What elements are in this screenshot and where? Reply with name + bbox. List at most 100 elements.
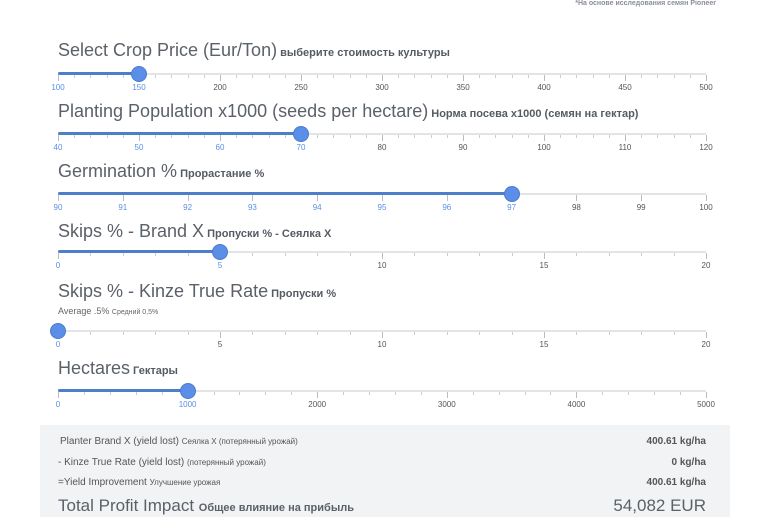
slider-fill	[58, 72, 139, 75]
slider-handle[interactable]	[132, 67, 146, 81]
slider-tick-label: 450	[618, 83, 632, 92]
slider-fill	[58, 389, 188, 392]
slider-tick	[544, 75, 545, 81]
slider-ticks	[58, 253, 707, 261]
slider-tick	[74, 135, 76, 138]
slider-tick	[524, 392, 526, 395]
slider-handle[interactable]	[504, 187, 519, 201]
slider-tick	[544, 253, 545, 259]
slider-tick	[472, 392, 474, 395]
slider-tick	[265, 392, 267, 395]
slider-track[interactable]	[58, 133, 706, 135]
slider-handle[interactable]	[180, 384, 195, 398]
result-label: Planter Brand X (yield lost) Сеялка X (п…	[60, 436, 298, 447]
slider-tick	[446, 135, 448, 138]
slider-tick	[495, 135, 497, 138]
result-value: 0 kg/ha	[671, 457, 706, 468]
skips-brand-x-slider[interactable]: 0 5 10 15 20	[56, 245, 710, 270]
slider-track[interactable]	[58, 330, 706, 332]
slider-tick	[560, 135, 562, 138]
slider-handle[interactable]	[213, 245, 227, 259]
germination-slider[interactable]: 90 91 92 93 94 95 96 97 98 99 100	[54, 187, 713, 212]
slider-tick	[414, 135, 416, 138]
slider-tick	[161, 392, 163, 395]
results-panel: Planter Brand X (yield lost) Сеялка X (п…	[40, 425, 730, 517]
slider-tick-label: 20	[701, 340, 711, 349]
slider-tick	[171, 135, 173, 138]
slider-tick	[420, 392, 422, 395]
slider-tick-label: 10	[377, 340, 387, 349]
slider-tick	[252, 332, 254, 335]
result-label: =Yield Improvement Улучшение урожая	[58, 477, 221, 488]
slider-track[interactable]	[58, 251, 706, 253]
slider-tick	[628, 392, 630, 395]
slider-tick	[498, 392, 500, 395]
slider-tick	[333, 135, 335, 138]
slider-tick	[203, 75, 205, 78]
slider-tick	[479, 253, 481, 256]
slider-tick	[414, 332, 416, 335]
skips-kinze-slider[interactable]: 0 5 10 15 20	[51, 324, 710, 349]
slider-tick	[58, 135, 59, 141]
slider-tick	[109, 392, 111, 395]
slider-tick-label: 80	[377, 143, 387, 152]
slider-tick	[608, 332, 610, 335]
slider-tick	[236, 75, 238, 78]
crop-price-section: Select Crop Price (Eur/Ton) выберите стои…	[58, 40, 708, 61]
slider-tick	[657, 75, 659, 78]
slider-tick-label: 350	[456, 83, 470, 92]
slider-tick-label: 150	[132, 83, 146, 92]
slider-handle[interactable]	[51, 324, 65, 338]
slider-scale-labels: 0 1000 2000 3000 4000 5000	[56, 400, 715, 410]
slider-scale-labels: 0 5 10 15 20	[56, 261, 711, 271]
slider-track[interactable]	[58, 73, 706, 75]
slider-fill	[58, 192, 512, 195]
slider-tick	[171, 75, 173, 78]
section-title: Hectares Гектары	[58, 358, 178, 378]
slider-tick	[220, 332, 221, 338]
crop-price-slider[interactable]: 100 150 200 250 300 350 400 450 500	[51, 67, 713, 92]
slider-tick-label: 120	[699, 143, 713, 152]
slider-tick	[430, 75, 432, 78]
hectares-section: Hectares Гектары	[58, 358, 708, 379]
slider-tick	[58, 195, 59, 201]
slider-tick	[187, 253, 189, 256]
slider-tick	[479, 75, 481, 78]
slider-tick-label: 5000	[697, 400, 715, 409]
footnote: *На основе исследования семян Pioneer	[575, 0, 716, 7]
slider-tick	[544, 332, 545, 338]
slider-fill	[58, 132, 301, 135]
slider-handle[interactable]	[294, 127, 308, 141]
slider-tick-label: 100	[699, 203, 713, 212]
slider-tick	[284, 332, 286, 335]
slider-tick	[252, 135, 254, 138]
slider-tick	[446, 253, 448, 256]
planting-population-section: Planting Population x1000 (seeds per hec…	[58, 101, 708, 122]
slider-tick	[511, 135, 513, 138]
slider-tick	[155, 253, 157, 256]
slider-tick	[301, 75, 302, 81]
result-label: - Kinze True Rate (yield lost) (потерянн…	[58, 457, 266, 468]
section-title: Select Crop Price (Eur/Ton) выберите стои…	[58, 40, 450, 60]
slider-tick	[213, 392, 215, 395]
slider-track[interactable]	[58, 390, 706, 392]
slider-tick-label: 93	[247, 203, 257, 212]
slider-tick	[139, 135, 140, 141]
slider-ticks	[58, 392, 707, 400]
planting-population-slider[interactable]: 40 50 60 70 80 90 100 110 120	[54, 127, 713, 152]
slider-scale-labels: 100 150 200 250 300 350 400 450 500	[51, 83, 712, 93]
hectares-slider[interactable]: 0 1000 2000 3000 4000 5000	[56, 384, 715, 409]
slider-tick	[90, 75, 92, 78]
slider-tick	[58, 75, 59, 81]
slider-tick-label: 70	[296, 143, 306, 152]
slider-tick-label: 110	[618, 143, 632, 152]
result-value: 400.61 kg/ha	[646, 477, 706, 488]
slider-fill	[58, 250, 220, 253]
slider-tick-label: 10	[377, 261, 387, 270]
slider-tick	[349, 75, 351, 78]
slider-tick	[706, 135, 707, 141]
slider-tick	[706, 75, 707, 81]
slider-tick	[680, 392, 682, 395]
slider-tick	[527, 135, 529, 138]
slider-tick	[187, 75, 189, 78]
